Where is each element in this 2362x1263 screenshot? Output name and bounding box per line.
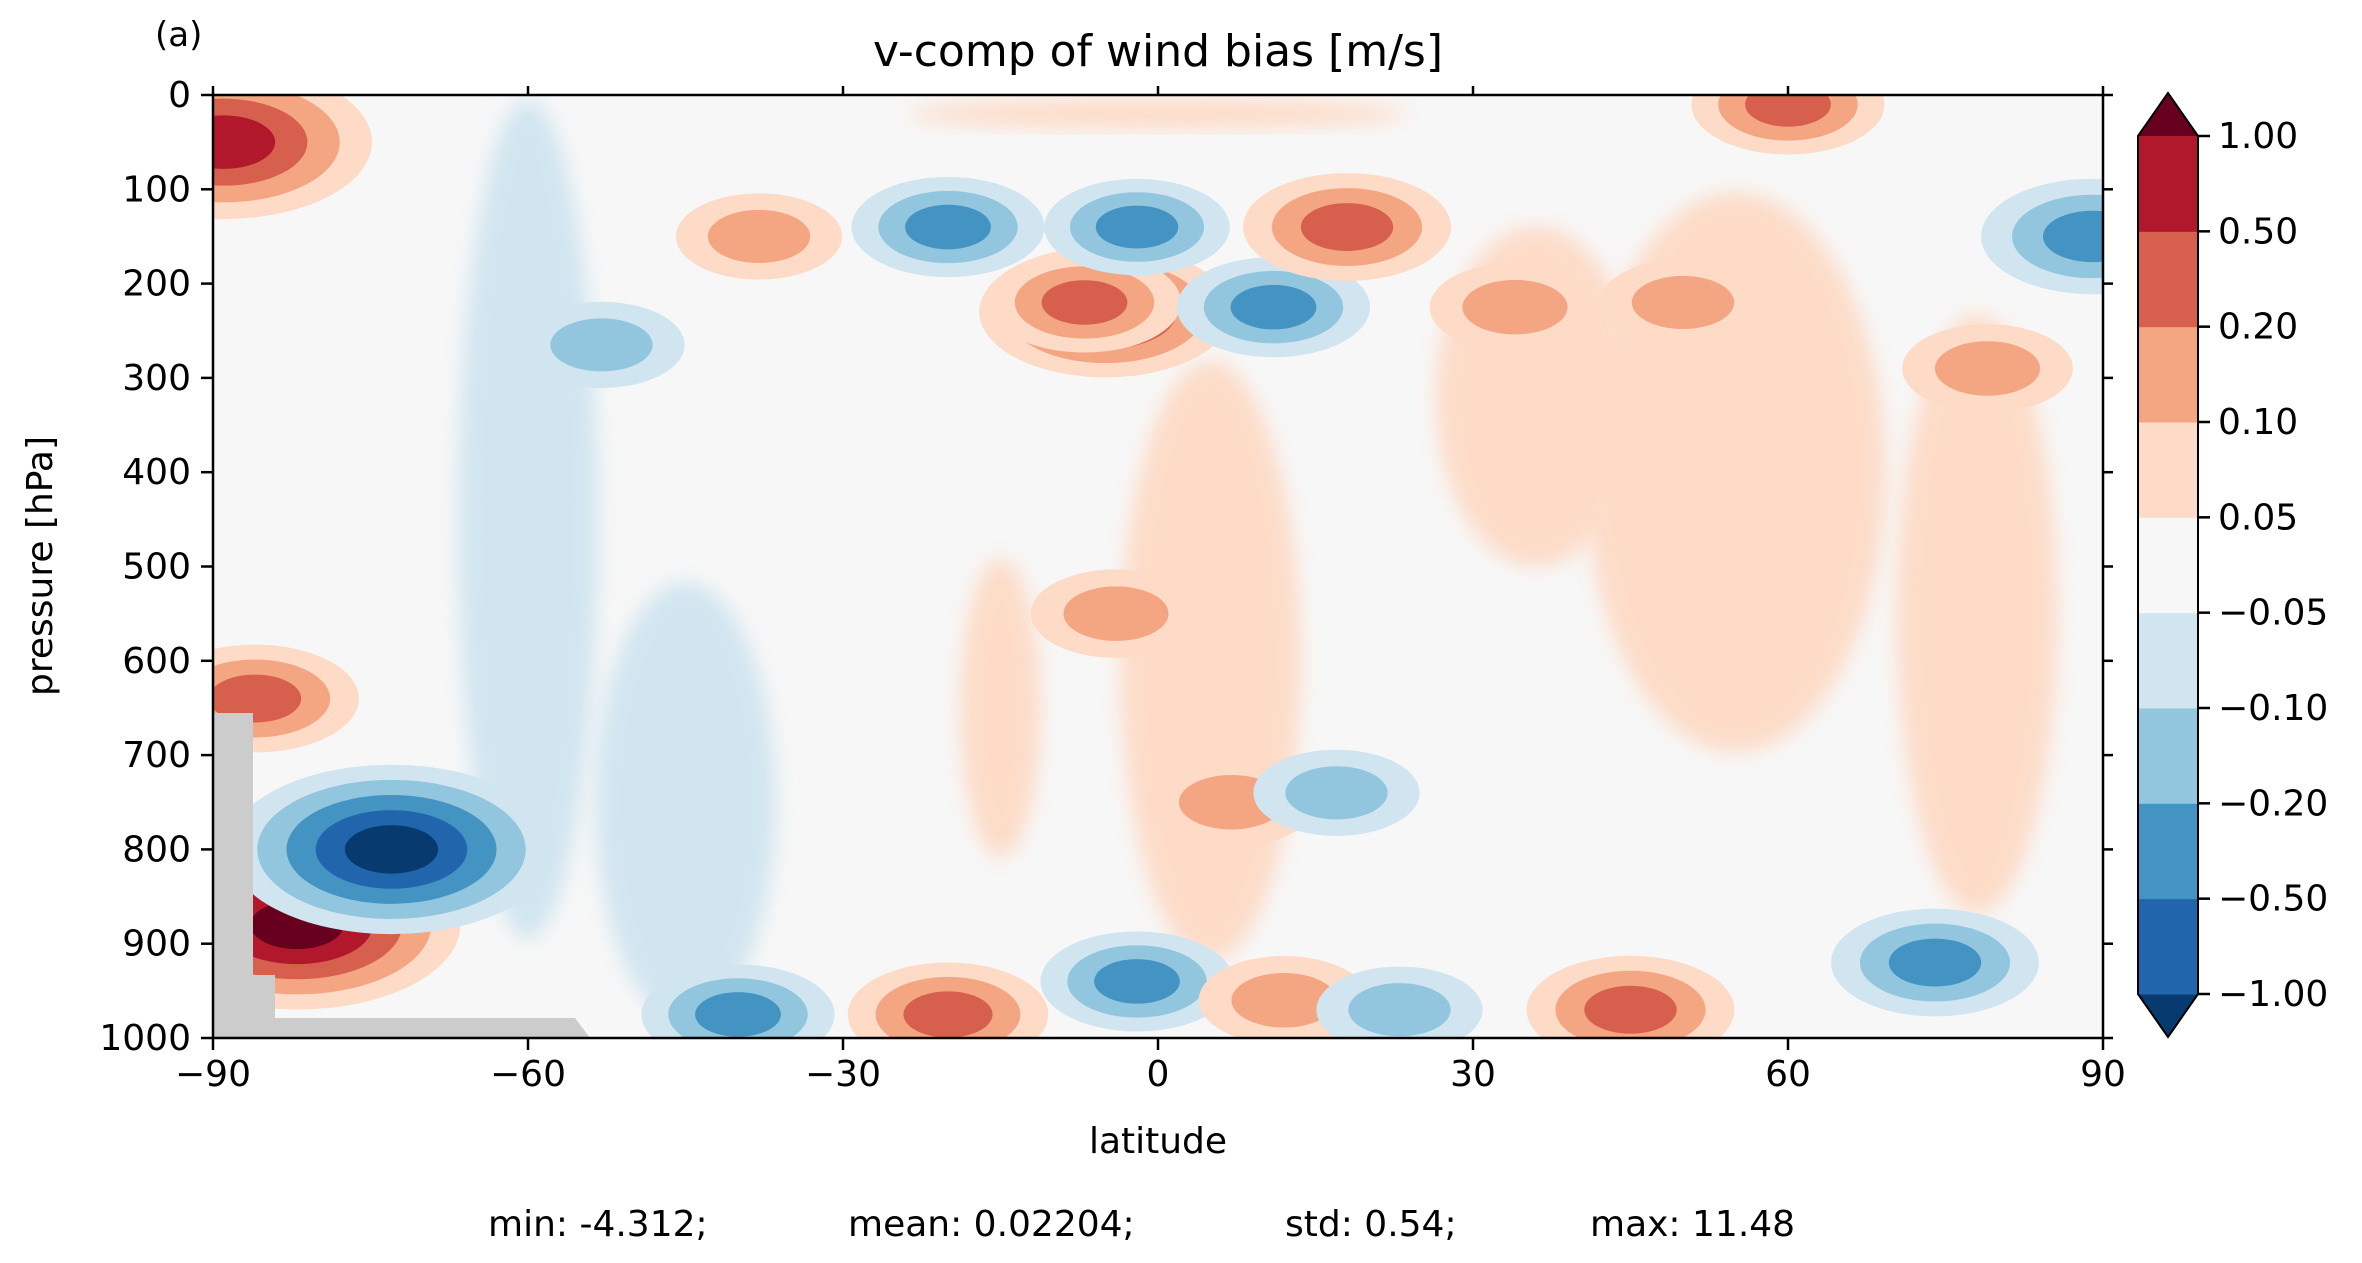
contour-region (1095, 205, 1179, 249)
y-tick-label: 1000 (99, 1018, 191, 1059)
contour-region (213, 115, 276, 169)
contour-region (960, 557, 1041, 858)
chart-title: v-comp of wind bias [m/s] (873, 26, 1443, 77)
x-tick-label: −90 (175, 1054, 251, 1095)
y-tick-label: 0 (168, 75, 191, 116)
colorbar-tick-label: 0.20 (2218, 307, 2298, 348)
x-tick-label: 0 (1147, 1054, 1170, 1095)
contour-field (213, 95, 2103, 1038)
colorbar-tick-label: 0.05 (2218, 497, 2298, 538)
contour-region (1462, 279, 1568, 335)
x-axis-label: latitude (1089, 1121, 1227, 1162)
contour-region (550, 318, 653, 372)
colorbar-bin (2138, 326, 2198, 423)
plot-area (211, 93, 2105, 1040)
stat-std: std: 0.54; (1285, 1204, 1457, 1245)
x-tick-label: 90 (2080, 1054, 2126, 1095)
x-tick-label: 60 (1765, 1054, 1811, 1095)
x-tick-label: −30 (805, 1054, 881, 1095)
contour-region (707, 209, 811, 263)
contour-region (905, 204, 991, 250)
colorbar-bin (2138, 422, 2198, 518)
y-axis: 0 100 200 300 400 500 600 700 800 900 1000 (99, 75, 2113, 1059)
colorbar-tick-label: −0.05 (2218, 593, 2328, 634)
contour-region (908, 98, 1408, 129)
colorbar-tick-label: 0.10 (2218, 402, 2298, 443)
colorbar-bin (2138, 517, 2198, 614)
colorbar-bin (2138, 231, 2198, 328)
y-axis-label: pressure [hPa] (20, 436, 61, 696)
colorbar-bin (2138, 898, 2198, 995)
colorbar-extend-min (2138, 994, 2198, 1037)
stat-min: min: -4.312; (488, 1204, 708, 1245)
colorbar-bin (2138, 612, 2198, 709)
stats-line: min: -4.312; mean: 0.02204; std: 0.54; m… (488, 1204, 1795, 1245)
contour-region (1285, 766, 1388, 820)
panel-label: (a) (155, 15, 202, 55)
colorbar-bin (2138, 708, 2198, 804)
y-tick-label: 500 (122, 547, 191, 588)
contour-region (1745, 95, 1831, 127)
y-tick-label: 300 (122, 358, 191, 399)
contour-region (213, 674, 302, 723)
stat-mean: mean: 0.02204; (848, 1204, 1135, 1245)
x-tick-label: −60 (490, 1054, 566, 1095)
colorbar-extend-max (2138, 93, 2198, 136)
y-tick-label: 800 (122, 829, 191, 870)
colorbar-tick-label: −1.00 (2218, 974, 2328, 1015)
colorbar-tick-label: −0.20 (2218, 783, 2328, 824)
y-tick-label: 400 (122, 452, 191, 493)
contour-region (1041, 280, 1128, 325)
contour-region (344, 825, 439, 874)
contour-region (1897, 313, 2057, 914)
contour-region (2043, 210, 2103, 263)
contour-region (1063, 586, 1169, 641)
y-tick-label: 700 (122, 735, 191, 776)
colorbar-tick-label: −0.50 (2218, 879, 2328, 920)
contour-region (1631, 275, 1735, 329)
colorbar-tick-label: −0.10 (2218, 688, 2328, 729)
colorbar: −1.00 −0.50 −0.20 −0.10 −0.05 0.05 0.10 0.20 0.5… (2137, 91, 2328, 1039)
contour-region (1231, 973, 1337, 1028)
colorbar-tick-label: 1.00 (2218, 116, 2298, 157)
contour-region (1094, 959, 1180, 1004)
missing-data-region (213, 713, 590, 1038)
contour-region (1888, 938, 1982, 987)
colorbar-tick-label: 0.50 (2218, 211, 2298, 252)
contour-region (1934, 341, 2041, 396)
x-axis: −90 −60 −30 0 30 60 90 (175, 86, 2126, 1095)
contour-region (1300, 203, 1394, 251)
contour-region (1348, 983, 1451, 1037)
contour-region (695, 992, 781, 1037)
contour-region (1230, 284, 1317, 330)
contour-region (595, 582, 776, 1023)
colorbar-bin (2138, 803, 2198, 900)
y-tick-label: 600 (122, 641, 191, 682)
y-tick-label: 100 (122, 169, 191, 210)
y-tick-label: 900 (122, 924, 191, 965)
colorbar-bin (2138, 136, 2198, 232)
contour-region (903, 991, 993, 1038)
x-tick-label: 30 (1450, 1054, 1496, 1095)
contour-region (1120, 360, 1301, 961)
contour-region (1584, 985, 1677, 1034)
y-tick-label: 200 (122, 264, 191, 305)
stat-max: max: 11.48 (1590, 1204, 1795, 1245)
